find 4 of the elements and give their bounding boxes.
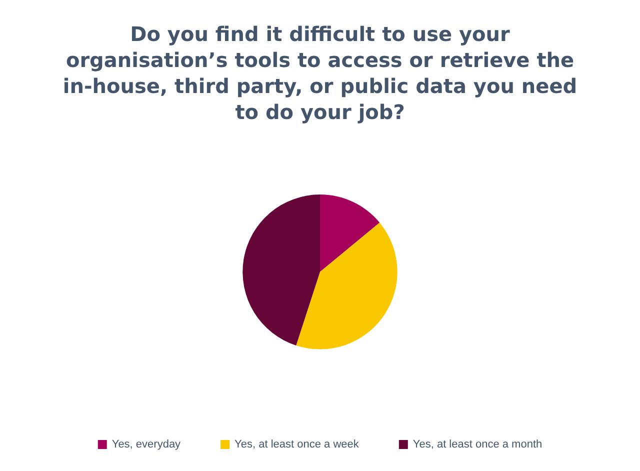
legend-label: Yes, at least once a week — [234, 438, 360, 450]
legend-label: Yes, at least once a month — [412, 438, 542, 450]
legend-label: Yes, everyday — [112, 438, 182, 450]
chart-title: Do you find it difficult to use your organisation’s tools to access or retrieve the in-house, third party, or public data you need to do your job? — [62, 22, 578, 124]
